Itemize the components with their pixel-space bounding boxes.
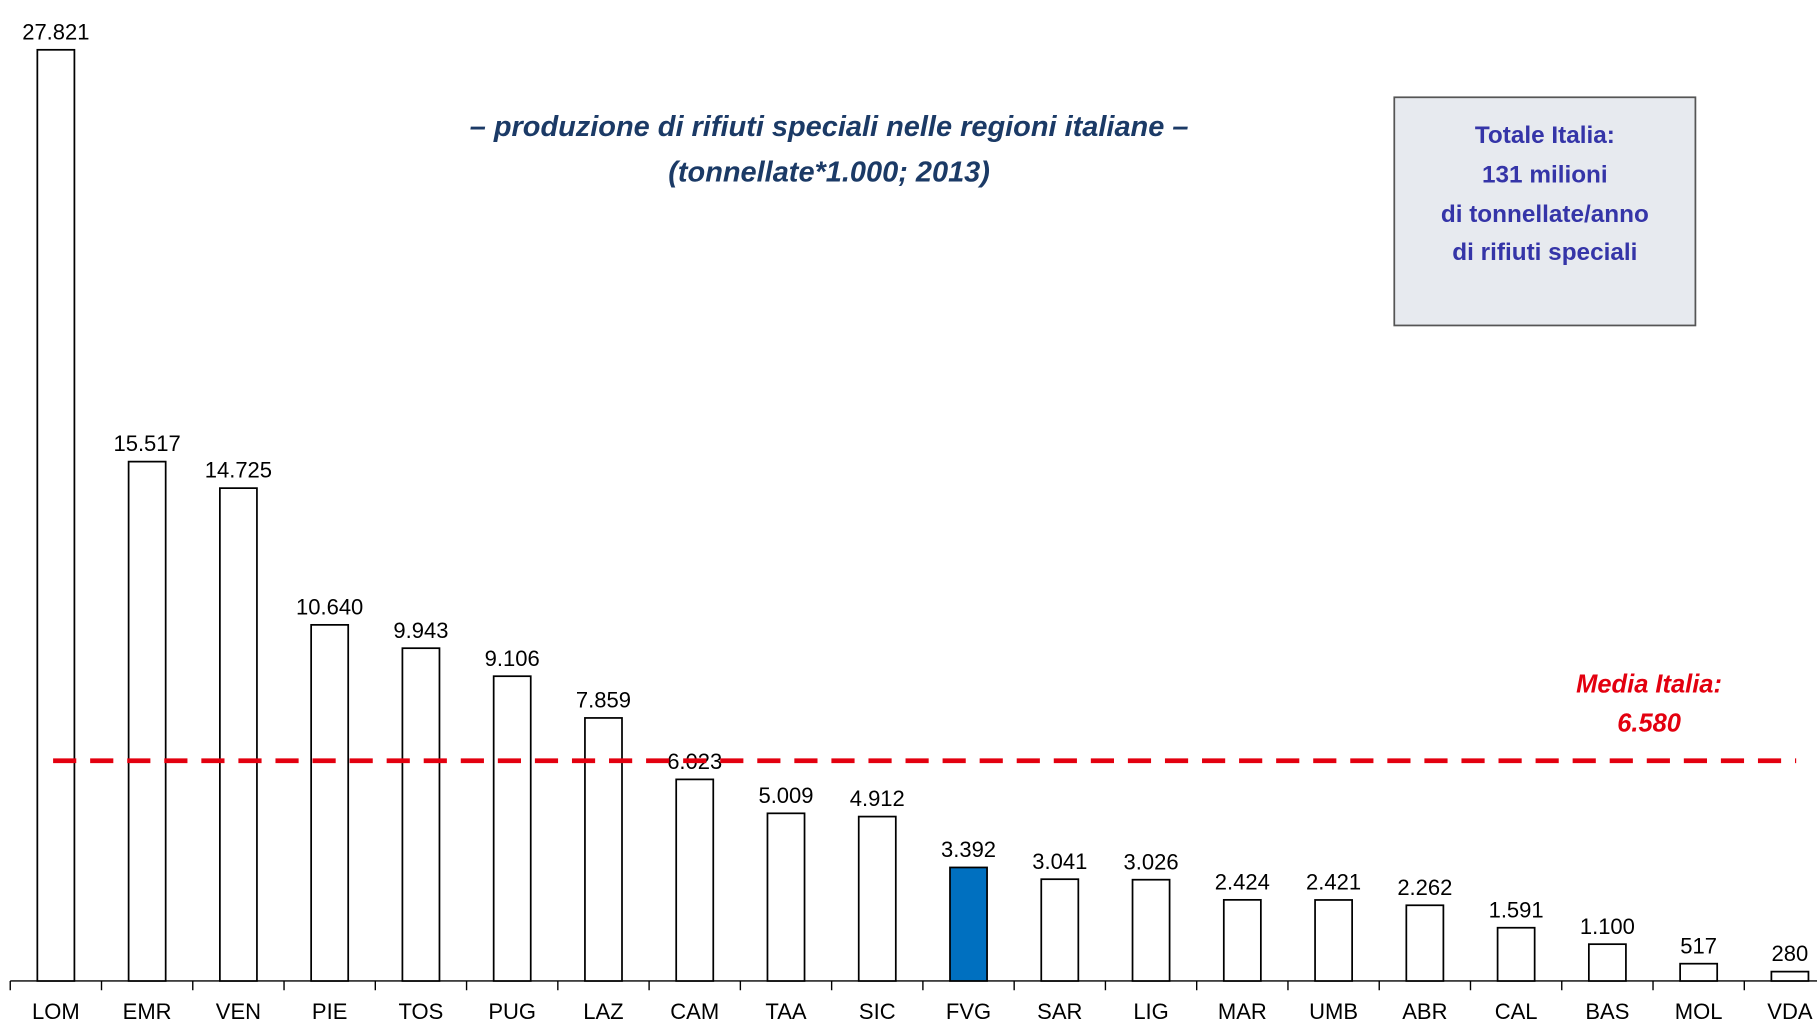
data-label: 3.392	[941, 837, 996, 862]
bar	[584, 717, 623, 982]
bar	[1314, 899, 1353, 982]
data-label: 5.009	[758, 783, 813, 808]
data-label: 3.041	[1032, 849, 1087, 874]
info-text: di tonnellate/anno	[1441, 201, 1649, 228]
reference-value-label: 6.580	[1617, 710, 1681, 738]
data-label: 27.821	[22, 19, 89, 44]
bar	[1496, 926, 1536, 982]
bar	[219, 487, 258, 982]
data-label: 1.100	[1580, 914, 1635, 939]
bar	[1770, 970, 1810, 982]
x-tick-label: UMB	[1309, 999, 1358, 1024]
data-label: 14.725	[205, 458, 272, 483]
data-label: 4.912	[850, 786, 905, 811]
bar	[1222, 898, 1262, 982]
bar	[1679, 962, 1719, 982]
data-label: 1.591	[1489, 897, 1544, 922]
bar	[949, 866, 988, 982]
x-tick-label: CAL	[1495, 999, 1538, 1024]
x-tick-label: MAR	[1218, 999, 1267, 1024]
x-tick-label: FVG	[946, 999, 991, 1024]
x-tick-label: LAZ	[583, 999, 623, 1024]
data-label: 9.106	[485, 646, 540, 671]
x-tick-label: ABR	[1402, 999, 1447, 1024]
x-tick-label: TOS	[399, 999, 444, 1024]
info-box	[1393, 96, 1697, 327]
x-tick-label: MOL	[1675, 999, 1723, 1024]
info-text: di rifiuti speciali	[1452, 239, 1637, 266]
x-tick-label: VEN	[216, 999, 261, 1024]
data-label: 2.421	[1306, 870, 1361, 895]
data-label: 10.640	[296, 594, 363, 619]
chart-subtitle: (tonnellate*1.000; 2013)	[668, 156, 990, 188]
bar	[401, 647, 441, 982]
x-tick-label: PIE	[312, 999, 347, 1024]
info-text: 131 milioni	[1482, 161, 1608, 188]
chart-title: – produzione di rifiuti speciali nelle r…	[470, 111, 1189, 143]
data-label: 2.424	[1215, 869, 1270, 894]
x-tick-label: VDA	[1767, 999, 1813, 1024]
bar	[1131, 878, 1171, 982]
x-tick-label: CAM	[670, 999, 719, 1024]
data-label: 15.517	[113, 431, 180, 456]
bar	[36, 48, 76, 982]
bar	[310, 623, 350, 982]
data-label: 9.943	[393, 618, 448, 643]
x-tick-label: BAS	[1585, 999, 1629, 1024]
data-label: 517	[1680, 933, 1717, 958]
reference-label: Media Italia:	[1576, 670, 1722, 698]
x-tick-label: SAR	[1037, 999, 1082, 1024]
info-text: Totale Italia:	[1475, 122, 1615, 149]
x-tick-label: PUG	[488, 999, 536, 1024]
bar	[492, 675, 532, 982]
bar	[857, 815, 897, 982]
x-tick-label: LOM	[32, 999, 80, 1024]
data-label: 7.859	[576, 688, 631, 713]
x-tick-label: SIC	[859, 999, 896, 1024]
data-label: 280	[1772, 941, 1809, 966]
bar	[1587, 943, 1627, 982]
data-label: 3.026	[1124, 849, 1179, 874]
bar	[675, 778, 715, 982]
bar	[766, 812, 806, 982]
x-tick-label: TAA	[765, 999, 806, 1024]
x-tick-label: EMR	[123, 999, 172, 1024]
bar	[1405, 904, 1445, 982]
x-tick-label: LIG	[1133, 999, 1168, 1024]
bar	[127, 460, 167, 982]
bar	[1040, 878, 1080, 982]
data-label: 2.262	[1397, 875, 1452, 900]
